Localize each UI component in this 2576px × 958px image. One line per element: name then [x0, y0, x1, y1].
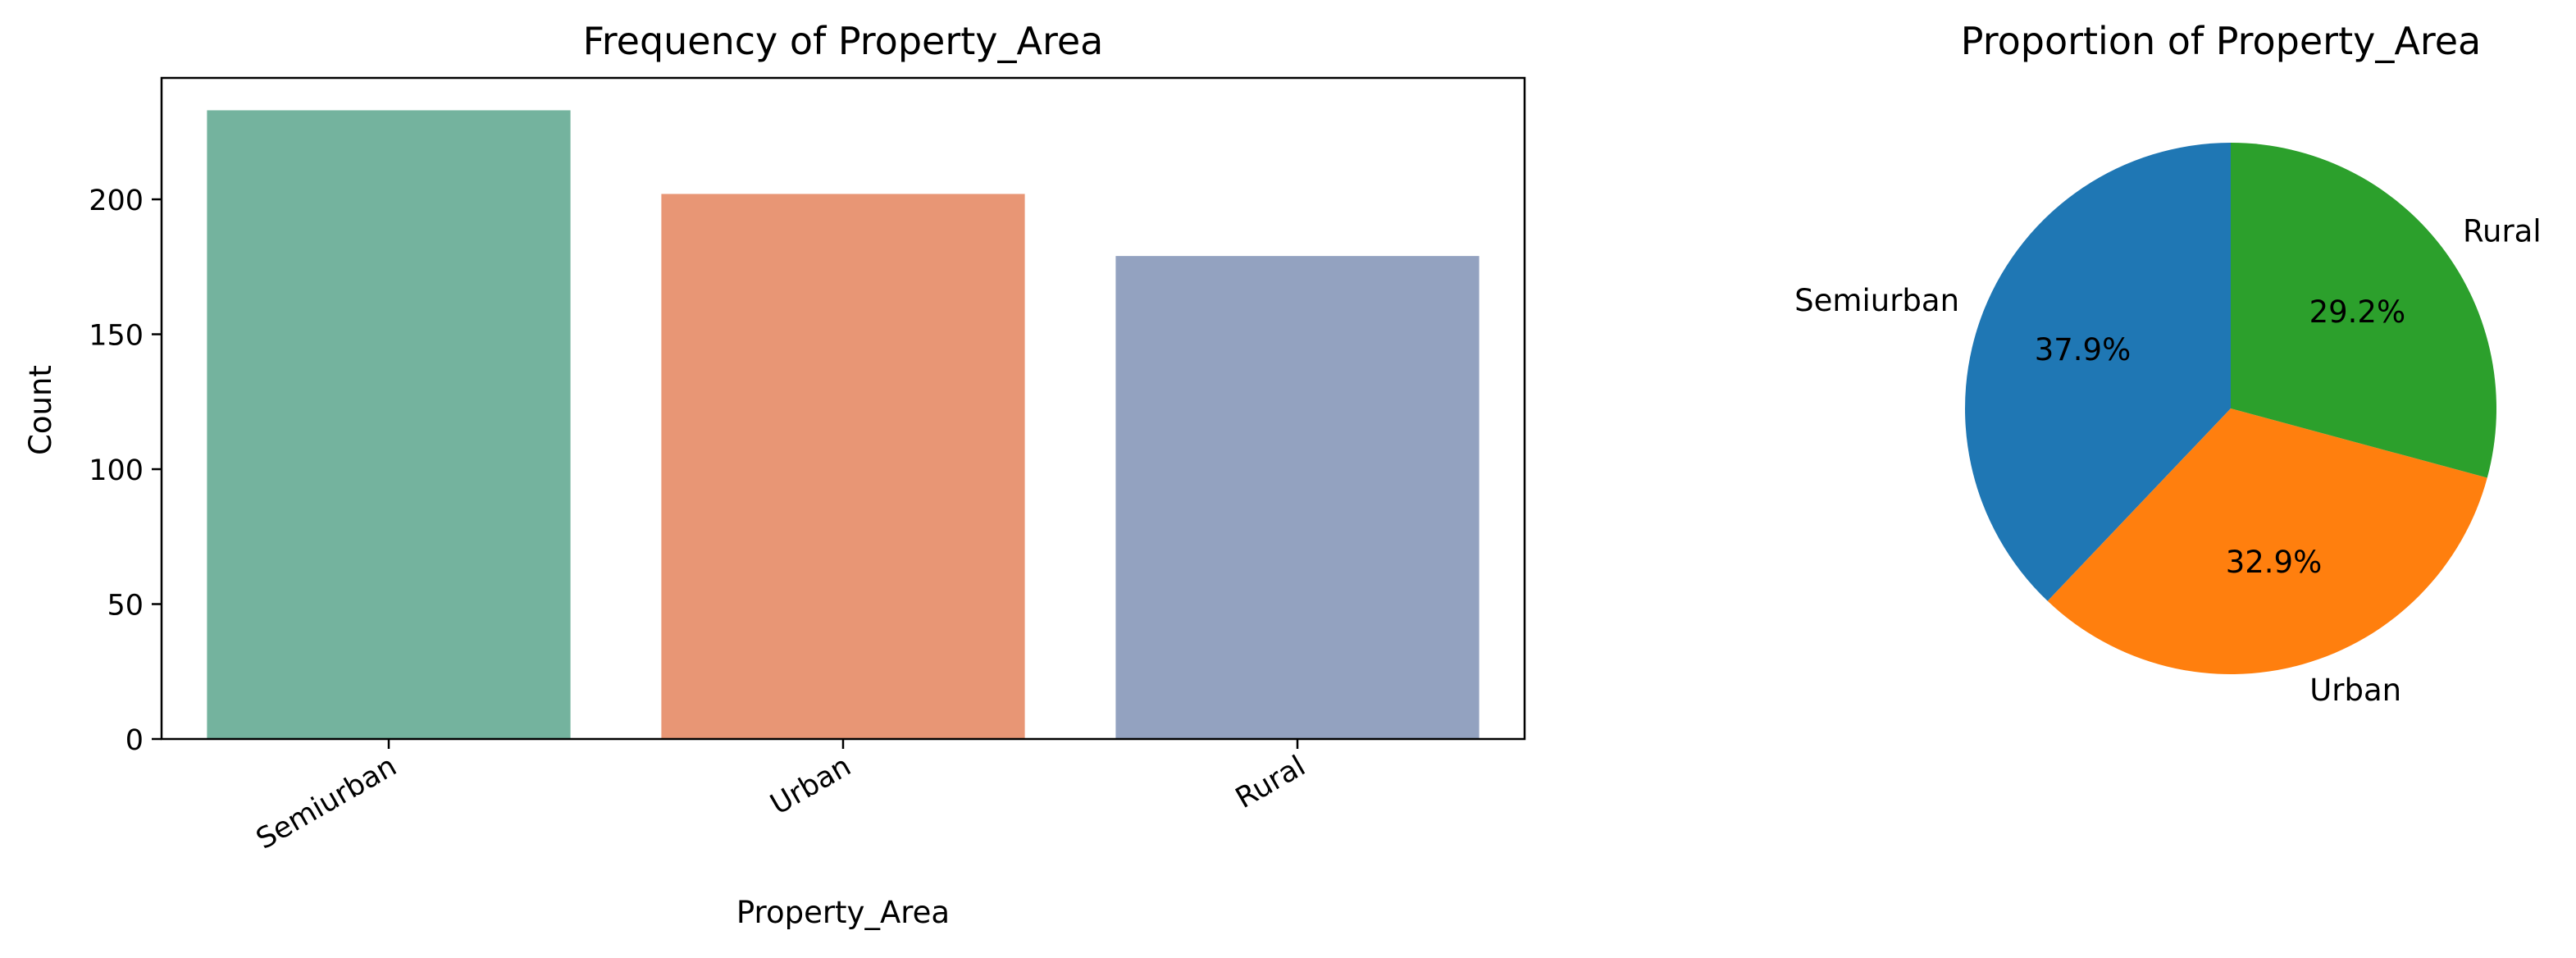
bar-marks	[207, 110, 1479, 740]
bar-semiurban	[207, 110, 571, 740]
x-tick-label-rural: Rural	[1230, 750, 1311, 815]
pie-chart: Proportion of Property_Area 37.9% Semiurb…	[1794, 19, 2541, 708]
pie-chart-title: Proportion of Property_Area	[1961, 19, 2481, 63]
y-tick-label: 0	[125, 724, 144, 757]
x-axis-ticks: Semiurban Urban Rural	[251, 739, 1311, 856]
bar-chart: Frequency of Property_Area 050100150200 …	[23, 19, 1526, 930]
bar-chart-frame	[160, 76, 1526, 741]
pie-slice-rural	[2231, 143, 2497, 478]
y-tick-label: 50	[107, 590, 144, 623]
bar-urban	[661, 194, 1025, 739]
bar-chart-title: Frequency of Property_Area	[583, 19, 1104, 63]
y-tick-label: 100	[89, 454, 144, 487]
pie-slices	[1964, 143, 2497, 674]
pie-pct-label-rural: 29.2%	[2309, 294, 2406, 330]
pie-slice-semiurban	[1964, 143, 2231, 601]
pie-labels: 37.9% Semiurban 32.9% Urban 29.2% Rural	[1794, 213, 2541, 708]
x-tick-label-urban: Urban	[765, 750, 857, 822]
y-tick-label: 200	[89, 185, 144, 217]
y-axis-label: Count	[23, 365, 58, 455]
pie-category-label-rural: Rural	[2463, 213, 2542, 249]
y-tick-label: 150	[89, 320, 144, 353]
pie-pct-label-urban: 32.9%	[2226, 545, 2323, 580]
x-tick-label-semiurban: Semiurban	[251, 750, 403, 856]
pie-category-label-semiurban: Semiurban	[1794, 283, 1959, 318]
bar-rural	[1115, 256, 1479, 739]
pie-pct-label-semiurban: 37.9%	[2035, 332, 2131, 367]
y-axis-ticks: 0 50 100 150 200	[89, 185, 162, 757]
pie-slice-urban	[2047, 408, 2487, 674]
x-axis-label: Property_Area	[736, 895, 950, 930]
pie-category-label-urban: Urban	[2309, 673, 2401, 708]
